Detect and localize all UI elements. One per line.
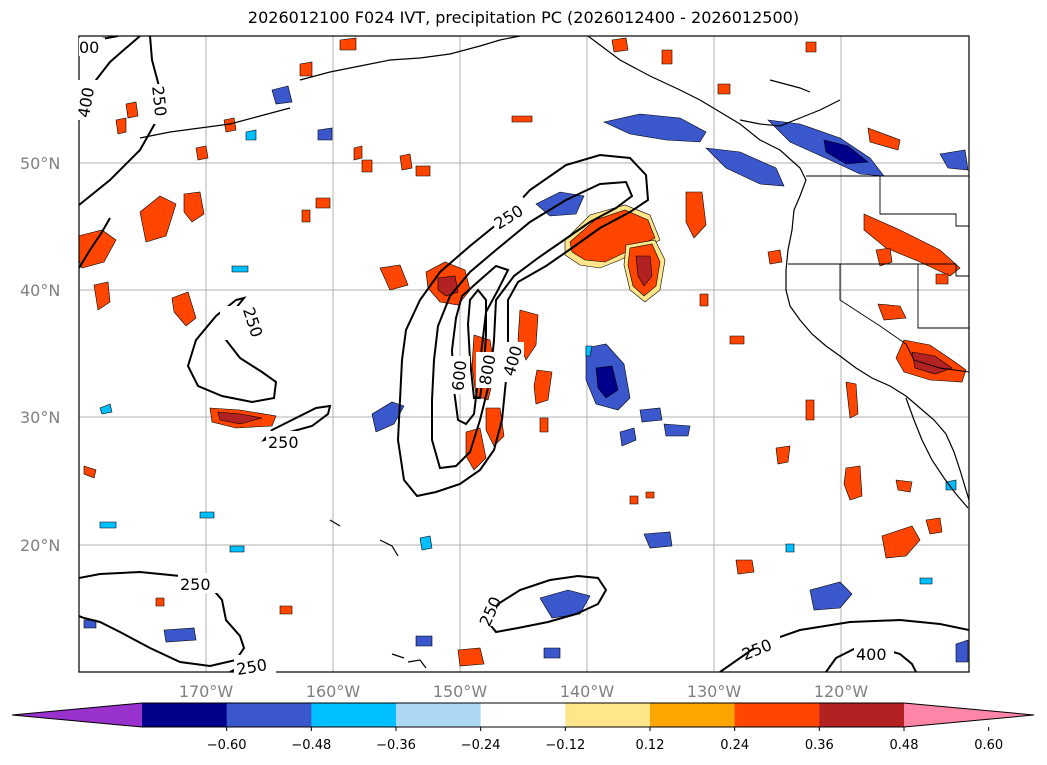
contour-label: 400 bbox=[856, 645, 887, 664]
lon-label: 130°W bbox=[687, 682, 742, 701]
lat-label: 20°N bbox=[20, 536, 60, 555]
lon-label: 170°W bbox=[179, 682, 234, 701]
colorbar-segment bbox=[226, 703, 312, 727]
colorbar-tick-label: 0.60 bbox=[974, 738, 1003, 753]
contour-label: 250 bbox=[180, 575, 211, 594]
colorbar-segment bbox=[480, 703, 566, 727]
map-panel: 250 250 250 250 250 250 250 400 400 400 … bbox=[74, 35, 970, 679]
colorbar-extend-min bbox=[12, 703, 142, 727]
colorbar-segment bbox=[396, 703, 482, 727]
colorbar-outline bbox=[11, 702, 1035, 728]
ivt-contour-labels: 250 250 250 250 250 250 250 400 400 400 … bbox=[74, 38, 894, 679]
borders bbox=[788, 175, 969, 373]
contour-label: 00 bbox=[79, 38, 99, 57]
colorbar: −0.60 −0.48 −0.36 −0.24 −0.12 0.12 0.24 0.36 0.4… bbox=[11, 702, 1035, 753]
colorbar-tick-label: −0.12 bbox=[545, 738, 585, 753]
longitude-labels: 170°W 160°W 150°W 140°W 130°W 120°W bbox=[179, 682, 869, 701]
contour-label: 250 bbox=[148, 85, 170, 117]
colorbar-tick-label: 0.24 bbox=[720, 738, 749, 753]
map-frame bbox=[78, 35, 970, 673]
latitude-labels: 50°N 40°N 30°N 20°N bbox=[20, 154, 60, 555]
lon-label: 150°W bbox=[433, 682, 488, 701]
colorbar-tick-label: 0.36 bbox=[805, 738, 834, 753]
colorbar-segment bbox=[311, 703, 397, 727]
lat-label: 40°N bbox=[20, 281, 60, 300]
colorbar-segment bbox=[650, 703, 736, 727]
colorbar-tick-label: −0.60 bbox=[207, 738, 247, 753]
colorbar-tick-label: −0.24 bbox=[461, 738, 501, 753]
colorbar-tick-label: 0.12 bbox=[636, 738, 665, 753]
colorbar-tick-label: 0.48 bbox=[890, 738, 919, 753]
colorbar-segment bbox=[734, 703, 820, 727]
colorbar-segment bbox=[819, 703, 905, 727]
colorbar-tick-label: −0.48 bbox=[291, 738, 331, 753]
coastlines bbox=[139, 36, 969, 669]
lat-label: 50°N bbox=[20, 154, 60, 173]
colorbar-extend-max bbox=[904, 703, 1034, 727]
precip-positive-blobs bbox=[79, 37, 967, 667]
contour-label: 600 bbox=[448, 359, 470, 391]
lat-label: 30°N bbox=[20, 408, 60, 427]
colorbar-segment bbox=[142, 703, 228, 727]
lon-label: 160°W bbox=[306, 682, 361, 701]
lon-label: 120°W bbox=[814, 682, 869, 701]
colorbar-segment bbox=[565, 703, 651, 727]
lon-label: 140°W bbox=[560, 682, 615, 701]
contour-label: 250 bbox=[235, 655, 268, 679]
contour-label: 250 bbox=[268, 433, 299, 452]
map-title: 2026012100 F024 IVT, precipitation PC (2… bbox=[247, 8, 800, 27]
colorbar-tick-label: −0.36 bbox=[376, 738, 416, 753]
